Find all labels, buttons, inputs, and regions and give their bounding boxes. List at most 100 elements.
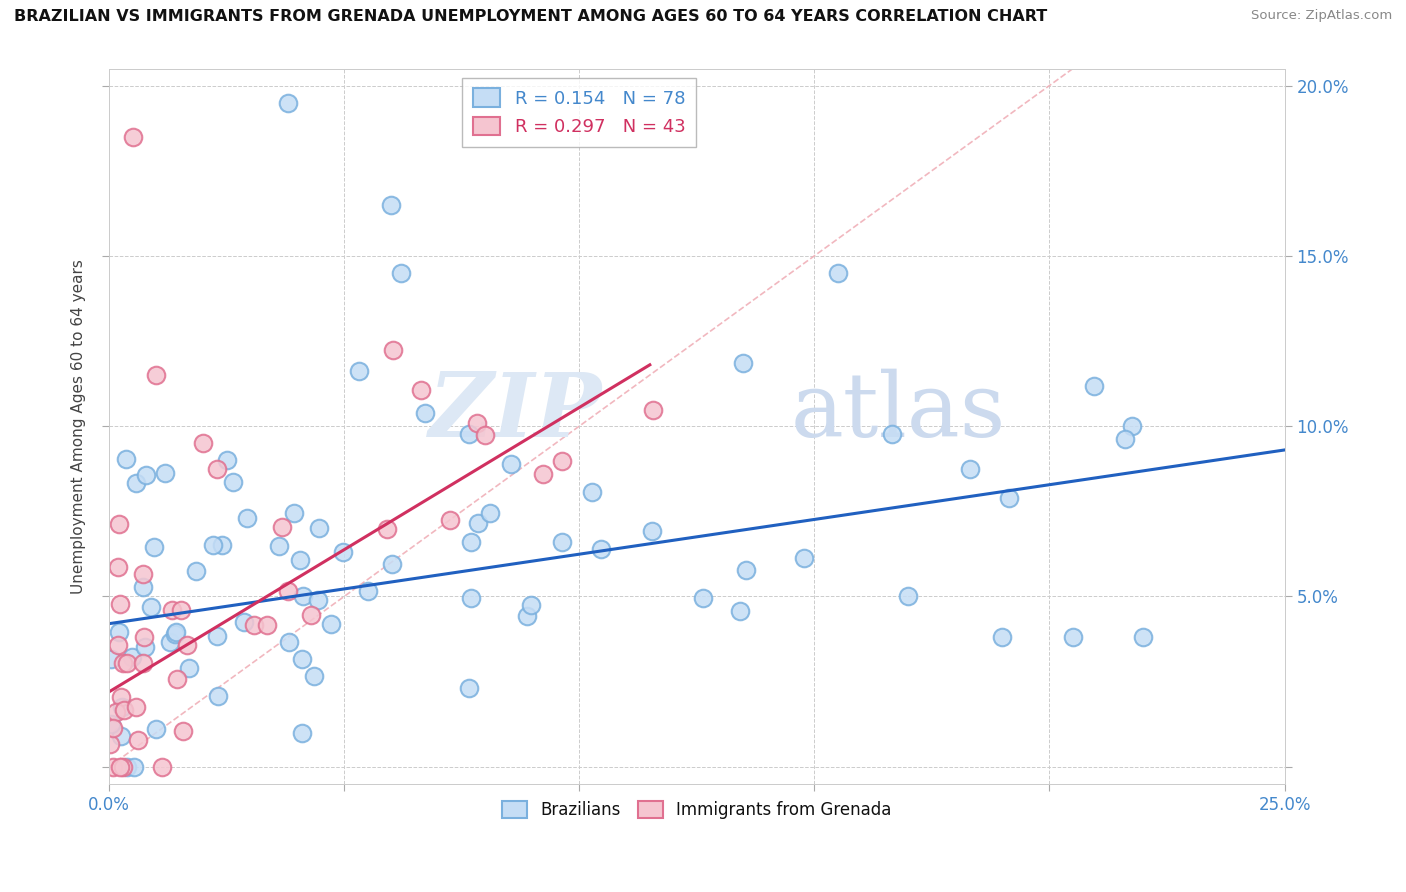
Point bbox=[160, 603, 183, 617]
Point bbox=[134, 640, 156, 654]
Point bbox=[735, 564, 758, 578]
Point bbox=[145, 723, 167, 737]
Point bbox=[519, 598, 541, 612]
Point bbox=[132, 656, 155, 670]
Point bbox=[460, 591, 482, 605]
Point bbox=[132, 567, 155, 582]
Point bbox=[121, 129, 143, 144]
Point bbox=[307, 593, 329, 607]
Point bbox=[153, 466, 176, 480]
Point bbox=[117, 760, 139, 774]
Point bbox=[221, 475, 243, 489]
Point bbox=[112, 703, 135, 717]
Point bbox=[232, 615, 254, 630]
Point bbox=[176, 638, 198, 652]
Point bbox=[692, 591, 714, 605]
Point bbox=[277, 584, 299, 599]
Point bbox=[125, 475, 148, 490]
Point bbox=[211, 537, 233, 551]
Point bbox=[1062, 630, 1084, 644]
Point bbox=[111, 699, 134, 714]
Point bbox=[467, 516, 489, 530]
Point bbox=[111, 760, 134, 774]
Point bbox=[991, 630, 1014, 644]
Point bbox=[121, 649, 143, 664]
Point bbox=[728, 604, 751, 618]
Point bbox=[413, 406, 436, 420]
Point bbox=[108, 760, 131, 774]
Point bbox=[115, 452, 138, 467]
Point bbox=[357, 583, 380, 598]
Point bbox=[409, 383, 432, 397]
Point bbox=[731, 356, 754, 370]
Point bbox=[170, 603, 193, 617]
Point bbox=[142, 540, 165, 554]
Point bbox=[515, 609, 537, 624]
Text: BRAZILIAN VS IMMIGRANTS FROM GRENADA UNEMPLOYMENT AMONG AGES 60 TO 64 YEARS CORR: BRAZILIAN VS IMMIGRANTS FROM GRENADA UNE… bbox=[14, 9, 1047, 24]
Point bbox=[291, 589, 314, 603]
Point bbox=[103, 721, 125, 735]
Point bbox=[256, 618, 278, 632]
Point bbox=[100, 716, 122, 731]
Point bbox=[215, 453, 238, 467]
Point bbox=[122, 760, 145, 774]
Point bbox=[108, 624, 131, 639]
Point bbox=[172, 723, 194, 738]
Point bbox=[880, 426, 903, 441]
Point bbox=[235, 511, 257, 525]
Point bbox=[302, 669, 325, 683]
Point bbox=[551, 534, 574, 549]
Point bbox=[589, 541, 612, 556]
Point bbox=[98, 737, 121, 751]
Point bbox=[131, 580, 153, 594]
Point bbox=[377, 522, 399, 536]
Point bbox=[127, 732, 149, 747]
Point bbox=[1121, 418, 1143, 433]
Point bbox=[332, 545, 354, 559]
Point bbox=[959, 462, 981, 476]
Point bbox=[827, 266, 849, 280]
Point bbox=[439, 512, 461, 526]
Point bbox=[100, 651, 122, 665]
Point bbox=[474, 428, 496, 442]
Point bbox=[159, 634, 181, 648]
Point bbox=[460, 534, 482, 549]
Point bbox=[107, 638, 129, 652]
Point bbox=[499, 457, 522, 471]
Point bbox=[897, 590, 920, 604]
Point bbox=[110, 729, 132, 743]
Point bbox=[135, 467, 157, 482]
Point bbox=[104, 705, 127, 719]
Point bbox=[550, 454, 572, 468]
Point bbox=[108, 517, 131, 532]
Point bbox=[193, 436, 215, 450]
Point bbox=[177, 661, 200, 675]
Point bbox=[165, 625, 187, 640]
Point bbox=[278, 635, 301, 649]
Point bbox=[283, 507, 305, 521]
Legend: Brazilians, Immigrants from Grenada: Brazilians, Immigrants from Grenada bbox=[496, 794, 898, 825]
Point bbox=[641, 402, 664, 417]
Point bbox=[166, 672, 188, 686]
Point bbox=[288, 553, 311, 567]
Point bbox=[201, 537, 224, 551]
Point bbox=[205, 462, 228, 476]
Point bbox=[111, 657, 134, 671]
Point bbox=[134, 630, 156, 644]
Point bbox=[380, 198, 402, 212]
Point bbox=[382, 343, 405, 357]
Point bbox=[207, 689, 229, 703]
Point bbox=[458, 681, 481, 695]
Point bbox=[641, 524, 664, 538]
Point bbox=[458, 427, 481, 442]
Point bbox=[291, 725, 314, 739]
Point bbox=[277, 95, 299, 110]
Text: Source: ZipAtlas.com: Source: ZipAtlas.com bbox=[1251, 9, 1392, 22]
Point bbox=[101, 760, 124, 774]
Point bbox=[145, 368, 167, 382]
Point bbox=[124, 700, 146, 714]
Point bbox=[998, 491, 1021, 505]
Point bbox=[301, 608, 323, 623]
Y-axis label: Unemployment Among Ages 60 to 64 years: Unemployment Among Ages 60 to 64 years bbox=[72, 259, 86, 593]
Point bbox=[465, 416, 488, 430]
